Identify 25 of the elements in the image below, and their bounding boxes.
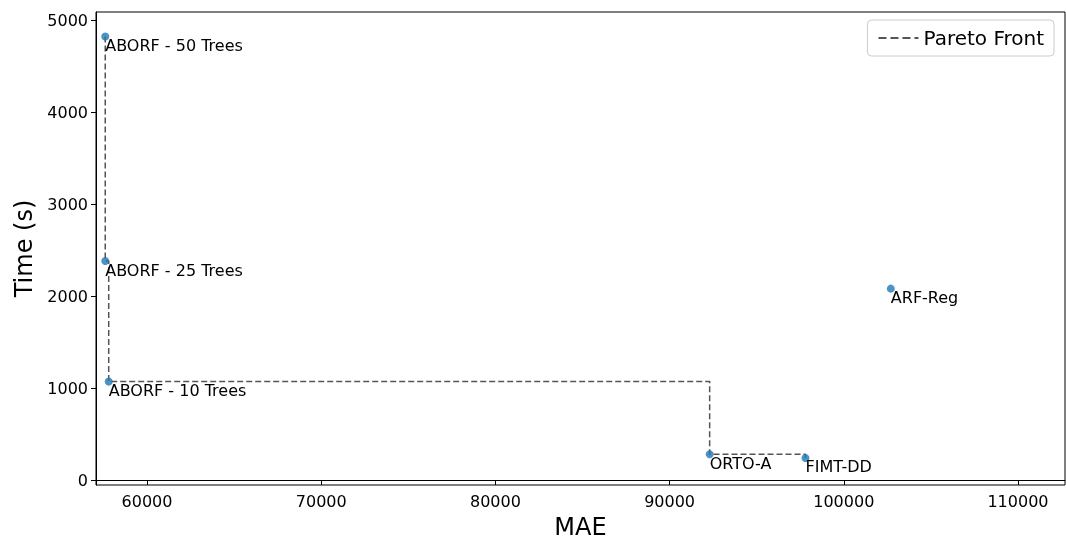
y-tick-label: 3000 [47, 194, 88, 214]
point [801, 453, 810, 462]
y-tick-label: 4000 [47, 102, 88, 122]
annotation: ABORF - 10 Trees [108, 381, 247, 401]
x-tick-label: 90000 [644, 491, 696, 511]
x-axis-title: MAE [554, 513, 607, 541]
y-tick-label: 5000 [47, 10, 88, 30]
point [104, 377, 113, 386]
y-axis-title: Time (s) [10, 199, 39, 299]
x-tick-label: 60000 [121, 491, 173, 511]
annotation: FIMT-DD [805, 457, 872, 477]
y-tick-label: 1000 [47, 378, 88, 398]
annotation: ABORF - 50 Trees [105, 36, 243, 56]
x-tick-label: 80000 [469, 491, 521, 511]
x-tick-label: 100000 [813, 491, 875, 511]
legend-label: Pareto Front [923, 26, 1045, 50]
point [705, 450, 714, 459]
y-tick-label: 2000 [47, 286, 88, 306]
point [886, 284, 895, 293]
annotation: ABORF - 25 Trees [105, 260, 243, 280]
x-tick-label: 70000 [295, 491, 347, 511]
annotation: ARF-Reg [890, 288, 959, 308]
annotation: ORTO-A [709, 453, 772, 473]
y-tick-label: 0 [77, 470, 88, 490]
x-tick-label: 110000 [987, 491, 1049, 511]
